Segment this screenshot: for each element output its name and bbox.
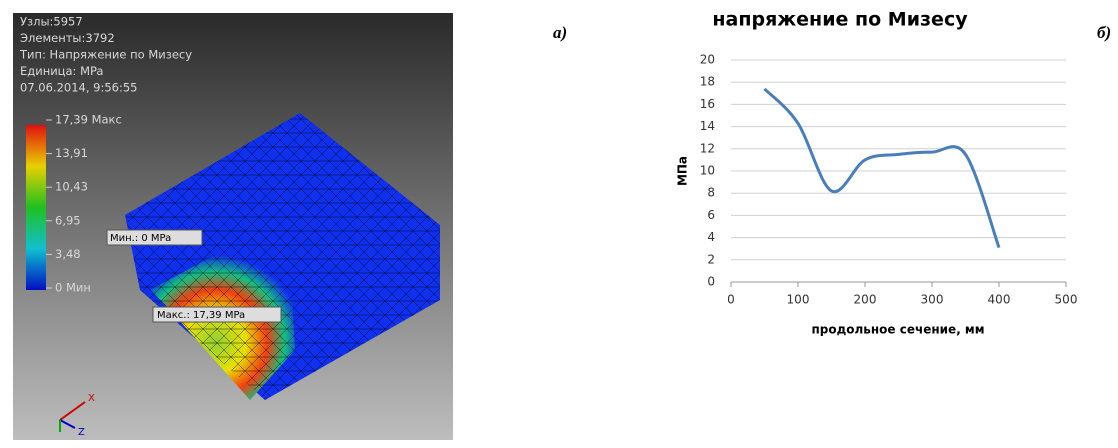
y-tick-label: 6: [707, 208, 715, 222]
y-axis-label: МПа: [676, 156, 690, 186]
max-callout: Макс.: 17,39 MPa: [157, 310, 245, 321]
x-tick-label: 200: [854, 293, 877, 307]
y-tick-label: 0: [707, 275, 715, 289]
y-tick-label: 2: [707, 252, 715, 266]
axis-x-label: X: [88, 393, 95, 404]
x-tick-label: 100: [787, 293, 810, 307]
y-tick-label: 18: [700, 75, 715, 89]
fea-panel: Мин.: 0 MPa Макс.: 17,39 MPa X Z Узлы:59…: [13, 13, 453, 440]
figure: Мин.: 0 MPa Макс.: 17,39 MPa X Z Узлы:59…: [0, 0, 1118, 444]
legend-label: 6,95: [55, 213, 81, 227]
x-tick-label: 300: [921, 293, 944, 307]
legend-label: 17,39 Макс: [55, 113, 122, 127]
y-tick-label: 10: [700, 164, 715, 178]
y-tick-label: 8: [707, 186, 715, 200]
info-line: Элементы:3792: [20, 31, 115, 45]
y-tick-label: 12: [700, 141, 715, 155]
info-line: Тип: Напряжение по Мизесу: [19, 48, 192, 62]
legend-label: 10,43: [55, 180, 88, 194]
panel-label-b: б): [1097, 23, 1111, 42]
legend-label: 0 Мин: [55, 281, 91, 295]
data-line: [765, 89, 1000, 248]
legend-label: 13,91: [55, 146, 88, 160]
panel-label-a: а): [553, 23, 567, 42]
y-tick-label: 4: [707, 230, 715, 244]
legend-label: 3,48: [55, 247, 81, 261]
chart-title: напряжение по Мизесу: [712, 9, 968, 31]
y-tick-label: 14: [700, 119, 715, 133]
colorbar: [26, 125, 46, 290]
x-tick-label: 500: [1055, 293, 1078, 307]
y-tick-label: 16: [700, 97, 715, 111]
y-tick-label: 20: [700, 53, 715, 67]
info-line: Единица: MPa: [20, 64, 103, 78]
info-line: Узлы:5957: [20, 15, 83, 29]
x-tick-label: 0: [727, 293, 735, 307]
axis-z-label: Z: [78, 427, 85, 438]
x-tick-label: 400: [988, 293, 1011, 307]
min-callout: Мин.: 0 MPa: [110, 233, 171, 244]
x-axis-label: продольное сечение, мм: [811, 323, 984, 337]
info-line: 07.06.2014, 9:56:55: [20, 81, 138, 95]
